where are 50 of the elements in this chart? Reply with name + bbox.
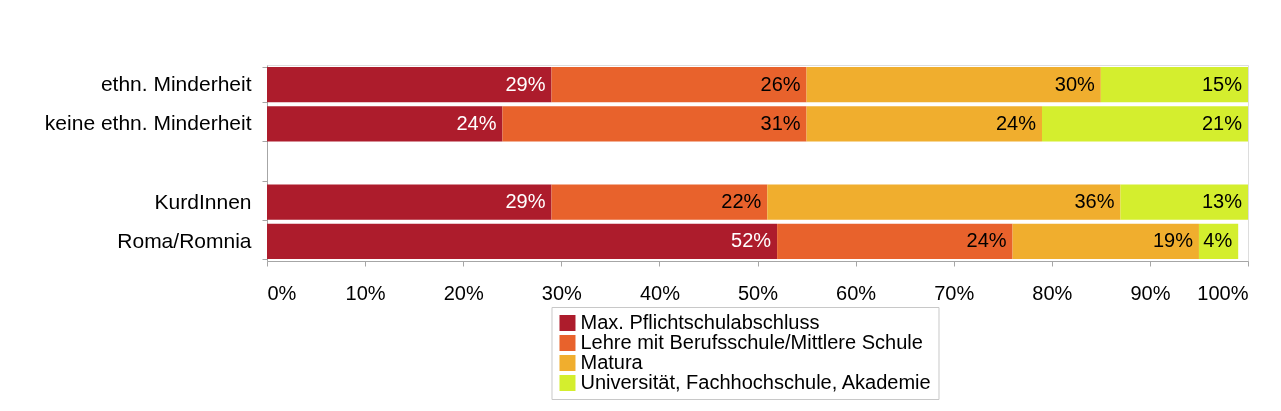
x-tick-label: 90% <box>1130 281 1171 304</box>
bar <box>806 66 1101 103</box>
bar <box>551 184 768 220</box>
bar <box>777 223 1013 260</box>
y-tick-label: ethn. Minderheit <box>100 72 252 96</box>
x-tick-label: 40% <box>639 281 681 304</box>
data-label: 30% <box>1054 72 1096 95</box>
bar <box>806 106 1042 142</box>
bar <box>1012 223 1199 260</box>
data-label: 19% <box>1152 229 1194 252</box>
bar <box>767 184 1121 220</box>
data-label: 22% <box>721 190 762 213</box>
data-label: 15% <box>1201 72 1243 95</box>
data-label: 24% <box>995 111 1037 134</box>
bar <box>267 184 552 220</box>
bar <box>1100 66 1248 103</box>
x-tick-label: 60% <box>836 281 877 304</box>
x-tick-label: 30% <box>541 281 583 304</box>
x-tick-label: 0% <box>267 281 297 304</box>
bar <box>267 106 503 142</box>
legend-label: Matura <box>580 351 644 373</box>
bar <box>267 66 552 103</box>
data-label: 29% <box>505 190 546 213</box>
legend-label: Lehre mit Berufsschule/Mittlere Schule <box>580 331 923 353</box>
data-label: 4% <box>1203 229 1233 252</box>
legend-label: Max. Pflichtschulabschluss <box>580 311 820 333</box>
x-tick-label: 10% <box>345 281 386 304</box>
bar <box>551 66 807 103</box>
data-label: 29% <box>505 72 546 95</box>
data-label: 13% <box>1201 190 1243 213</box>
y-tick-label: Roma/Romnia <box>117 228 252 252</box>
bar <box>1120 184 1248 220</box>
x-tick-label: 70% <box>934 281 975 304</box>
x-tick-label: 20% <box>443 281 484 304</box>
x-tick-label: 50% <box>737 281 779 304</box>
data-label: 31% <box>760 111 801 134</box>
data-label: 52% <box>731 229 772 252</box>
bar <box>1041 106 1248 142</box>
data-label: 26% <box>760 72 801 95</box>
bar <box>502 106 807 142</box>
data-label: 21% <box>1201 111 1243 134</box>
data-label: 24% <box>966 229 1007 252</box>
y-tick-label: keine ethn. Minderheit <box>44 111 252 135</box>
x-tick-label: 100% <box>1197 281 1249 304</box>
data-label: 24% <box>456 111 497 134</box>
data-label: 36% <box>1074 190 1115 213</box>
x-tick-label: 80% <box>1032 281 1073 304</box>
legend-label: Universität, Fachhochschule, Akademie <box>580 371 931 393</box>
y-tick-label: KurdInnen <box>154 189 252 213</box>
bar <box>267 223 778 260</box>
